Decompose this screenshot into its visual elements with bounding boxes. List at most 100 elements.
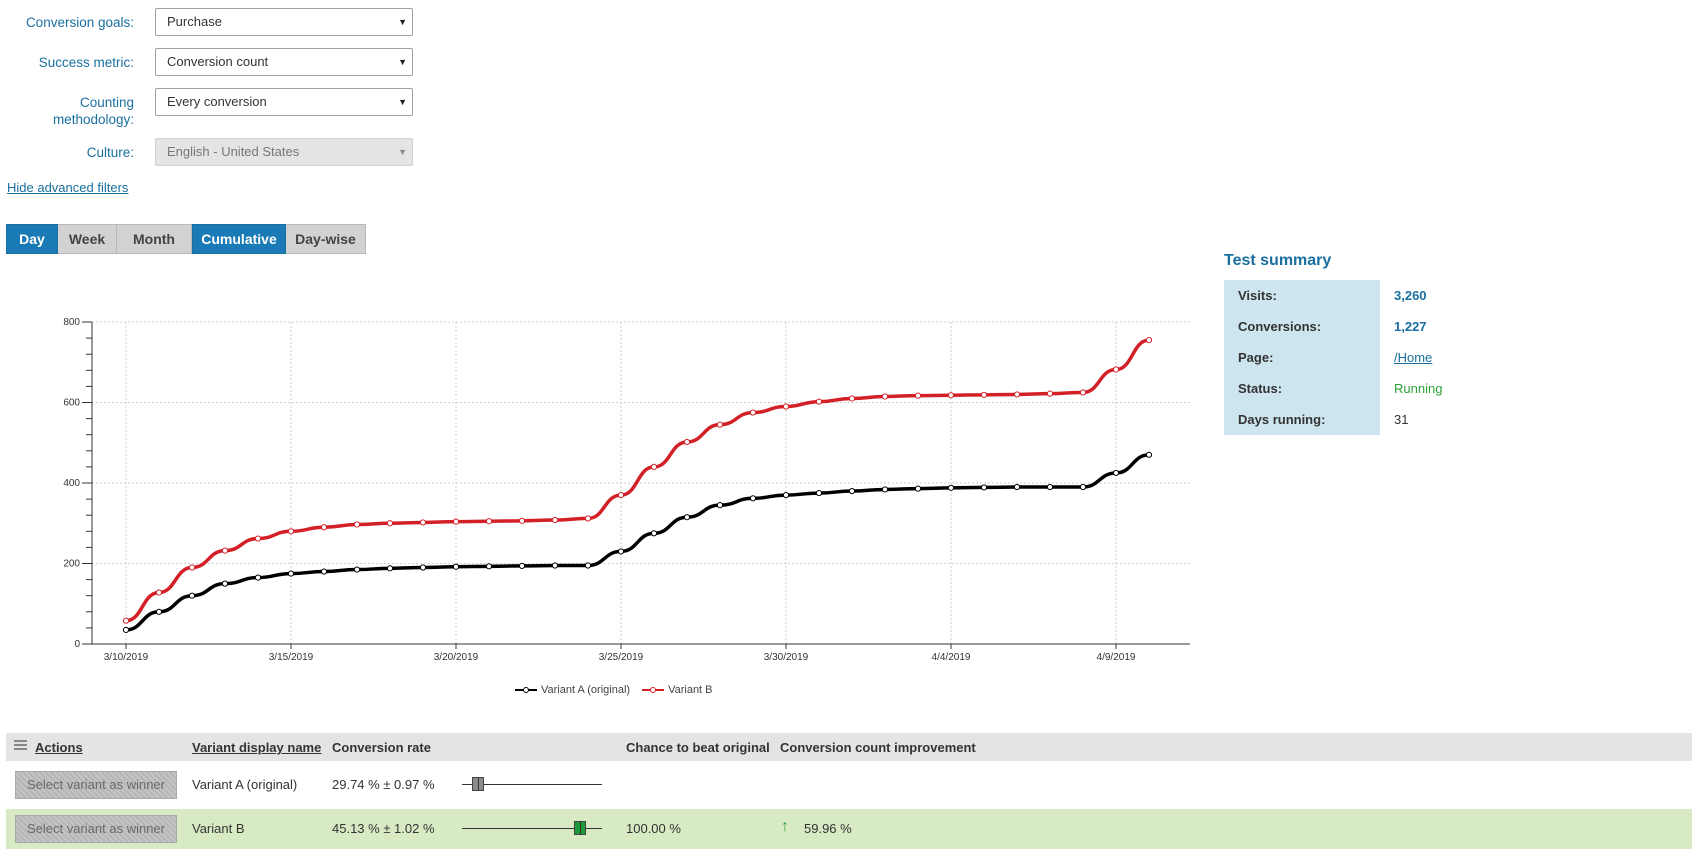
legend-label: Variant A (original) (541, 684, 631, 696)
data-point (287, 570, 295, 577)
data-point (683, 438, 691, 446)
filter-label: Success metric: (38, 55, 134, 70)
conversion-rate: 29.74 % ± 0.97 % (332, 777, 435, 792)
conversion-goals-select[interactable]: Purchase ▼ (155, 8, 413, 36)
filter-label: Conversion goals: (25, 15, 134, 30)
improvement: 59.96 % (804, 821, 852, 836)
data-point (914, 485, 922, 492)
legend-line-variant-b (642, 687, 665, 693)
rate-box-variant-a (472, 777, 484, 791)
data-point (1046, 483, 1054, 491)
month-button[interactable]: Month (117, 224, 192, 254)
data-point (1145, 451, 1153, 458)
data-point (254, 574, 262, 581)
cumulative-button[interactable]: Cumulative (192, 224, 286, 254)
arrow-up-icon: ↑ (781, 818, 789, 835)
caret-down-icon: ▼ (398, 147, 407, 157)
data-point (485, 518, 493, 525)
x-tick-label: 4/9/2019 (1097, 652, 1136, 663)
data-point (122, 626, 130, 634)
legend-item-variant-b: Variant B (642, 684, 713, 696)
page-link[interactable]: /Home (1394, 350, 1433, 365)
data-point (716, 502, 724, 509)
data-point (650, 530, 658, 537)
conversion-rate: 45.13 % ± 1.02 % (332, 821, 435, 836)
legend-label: Variant B (668, 684, 713, 696)
y-tick-label: 600 (63, 398, 80, 409)
filter-success-metric: Success metric: Conversion count ▼ (0, 46, 430, 86)
y-tick-label: 0 (74, 639, 80, 650)
data-point (1013, 391, 1021, 398)
data-point (419, 519, 427, 526)
data-point (353, 521, 361, 528)
data-point (188, 564, 196, 571)
data-point (881, 393, 889, 400)
data-point (1079, 389, 1087, 396)
data-point (155, 589, 163, 596)
legend-line-variant-a (515, 687, 537, 693)
x-tick-label: 3/25/2019 (599, 652, 644, 663)
header-chance-to-beat: Chance to beat original (626, 740, 770, 755)
summary-row-status: Status: Running (1224, 373, 1528, 404)
x-tick-label: 3/30/2019 (764, 652, 809, 663)
test-summary: Test summary Visits: 3,260 Conversions: … (1224, 252, 1528, 435)
summary-row-days-running: Days running: 31 (1224, 404, 1528, 435)
variant-name: Variant B (192, 821, 245, 836)
summary-key: Conversions: (1224, 311, 1380, 342)
data-point (122, 617, 130, 624)
data-point (155, 608, 163, 615)
day-button[interactable]: Day (6, 224, 58, 254)
series-line-variant-a (125, 453, 1150, 632)
filters-panel: Conversion goals: Purchase ▼ Success met… (0, 6, 430, 176)
data-point (749, 495, 757, 502)
data-point (914, 392, 922, 399)
data-point (254, 535, 262, 542)
variant-name: Variant A (original) (192, 777, 298, 792)
summary-row-page: Page: /Home (1224, 342, 1528, 373)
data-point (683, 514, 691, 521)
data-point (320, 568, 328, 575)
test-summary-title: Test summary (1224, 252, 1332, 269)
data-point (221, 547, 229, 554)
table-row: Select variant as winner Variant B 45.13… (6, 809, 1692, 849)
summary-key: Visits: (1224, 280, 1380, 311)
data-point (749, 409, 757, 416)
data-point (980, 484, 988, 491)
culture-select: English - United States ▼ (155, 138, 413, 166)
header-variant-name[interactable]: Variant display name (192, 740, 322, 755)
data-point (1112, 469, 1120, 477)
counting-methodology-select[interactable]: Every conversion ▼ (155, 88, 413, 116)
filter-label: Counting methodology: (52, 95, 134, 127)
data-point (551, 562, 559, 569)
menu-icon[interactable] (14, 740, 27, 750)
data-point (650, 463, 658, 470)
summary-key: Status: (1224, 373, 1380, 404)
status-value: Running (1394, 381, 1443, 396)
summary-key: Page: (1224, 342, 1380, 373)
x-tick-label: 3/10/2019 (104, 652, 149, 663)
chart-legend: Variant A (original) Variant B (515, 684, 713, 696)
week-button[interactable]: Week (58, 224, 117, 254)
data-point (617, 491, 625, 499)
x-tick-label: 3/15/2019 (269, 652, 314, 663)
period-button-group: Day Week Month (6, 224, 192, 254)
data-point (881, 486, 889, 493)
table-header: Actions Variant display name Conversion … (6, 733, 1692, 761)
series-line-variant-b (125, 338, 1150, 623)
filter-conversion-goals: Conversion goals: Purchase ▼ (0, 6, 430, 46)
day-wise-button[interactable]: Day-wise (286, 224, 366, 254)
data-point (353, 566, 361, 573)
caret-down-icon: ▼ (398, 17, 407, 27)
data-point (1079, 483, 1087, 491)
x-tick-label: 4/4/2019 (932, 652, 971, 663)
data-point (452, 518, 460, 525)
summary-row-conversions: Conversions: 1,227 (1224, 311, 1528, 342)
data-point (386, 565, 394, 572)
success-metric-select[interactable]: Conversion count ▼ (155, 48, 413, 76)
caret-down-icon: ▼ (398, 57, 407, 67)
data-point (221, 580, 229, 587)
header-actions[interactable]: Actions (35, 740, 83, 755)
hide-advanced-filters-link[interactable]: Hide advanced filters (7, 180, 129, 195)
data-point (848, 487, 856, 495)
data-point (980, 391, 988, 398)
